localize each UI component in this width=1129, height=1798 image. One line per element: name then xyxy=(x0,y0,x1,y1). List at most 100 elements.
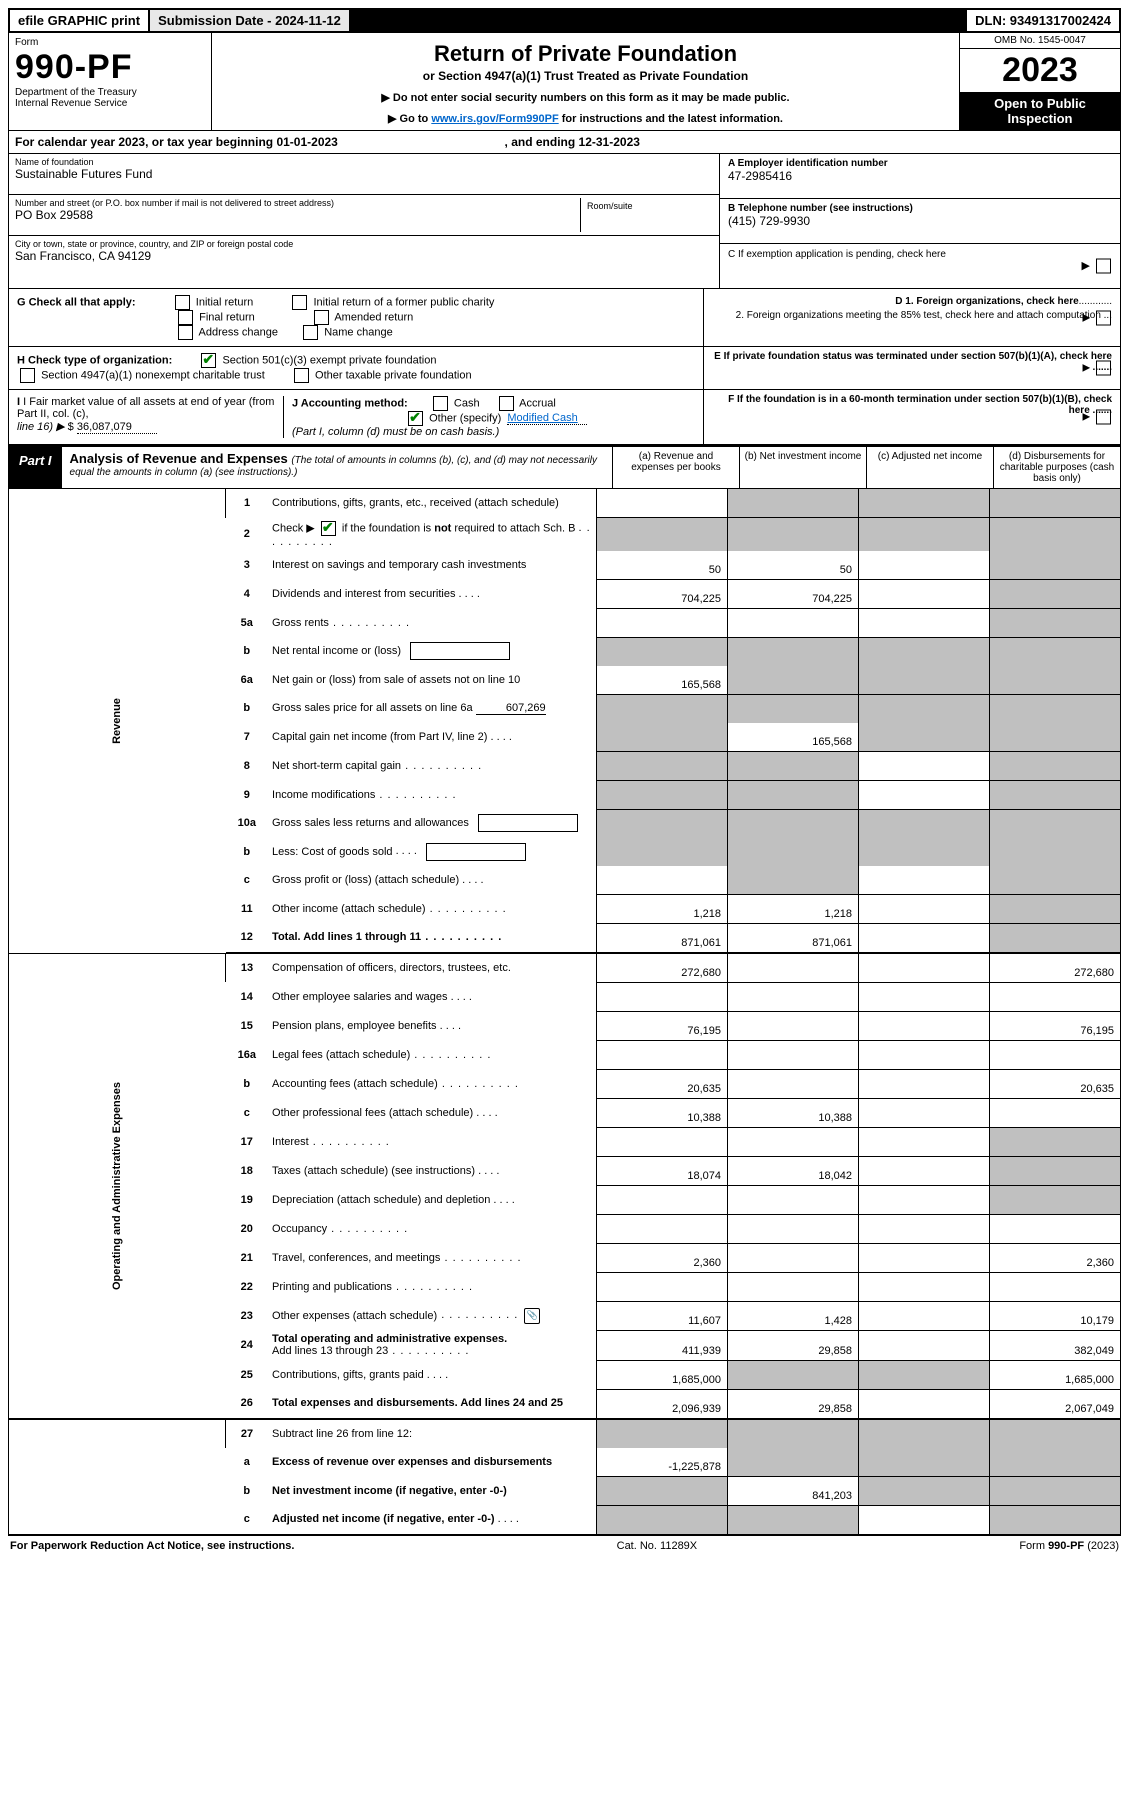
h-label: H Check type of organization: xyxy=(17,354,172,366)
footer-mid: Cat. No. 11289X xyxy=(617,1540,698,1552)
form-header: Form 990-PF Department of the Treasury I… xyxy=(8,33,1121,131)
d2-cb[interactable] xyxy=(1096,310,1111,325)
g-initialpub-cb[interactable] xyxy=(292,295,307,310)
r25d: 1,685,000 xyxy=(990,1360,1121,1389)
j-accrual-cb[interactable] xyxy=(499,396,514,411)
h-e-row: H Check type of organization: Section 50… xyxy=(8,347,1121,390)
attachment-icon[interactable]: 📎 xyxy=(524,1308,540,1324)
l5b-box[interactable] xyxy=(410,642,510,660)
note-goto-pre: ▶ Go to xyxy=(388,113,431,125)
h-other-cb[interactable] xyxy=(294,368,309,383)
foundation-city: San Francisco, CA 94129 xyxy=(15,249,713,263)
r13d: 272,680 xyxy=(990,954,1121,983)
r11a: 1,218 xyxy=(597,894,728,923)
side-revenue: Revenue xyxy=(111,617,123,825)
l27: Subtract line 26 from line 12: xyxy=(268,1419,596,1448)
l10b-box[interactable] xyxy=(426,843,526,861)
g-amended-cb[interactable] xyxy=(314,310,329,325)
l5a: Gross rents xyxy=(272,617,329,629)
r26a: 2,096,939 xyxy=(597,1389,728,1419)
form-title: Return of Private Foundation xyxy=(222,41,949,67)
foundation-name: Sustainable Futures Fund xyxy=(15,167,713,181)
j-cash-cb[interactable] xyxy=(433,396,448,411)
omb-no: OMB No. 1545-0047 xyxy=(960,33,1120,49)
j-other-cb[interactable] xyxy=(408,411,423,426)
form-number: 990-PF xyxy=(15,48,205,87)
r16bd: 20,635 xyxy=(990,1069,1121,1098)
identity-block: Name of foundation Sustainable Futures F… xyxy=(8,154,1121,289)
g-final-cb[interactable] xyxy=(178,310,193,325)
r21a: 2,360 xyxy=(597,1243,728,1272)
l23: Other expenses (attach schedule) xyxy=(272,1309,437,1321)
g-name: Name change xyxy=(324,326,393,338)
name-label: Name of foundation xyxy=(15,157,713,167)
i-dollar: $ xyxy=(68,421,74,433)
r16ca: 10,388 xyxy=(597,1098,728,1127)
l17: Interest xyxy=(272,1136,309,1148)
room-label: Room/suite xyxy=(587,201,707,211)
l7: Capital gain net income (from Part IV, l… xyxy=(272,731,487,743)
f-label: F If the foundation is in a 60-month ter… xyxy=(728,394,1112,416)
g-final: Final return xyxy=(199,311,255,323)
r21d: 2,360 xyxy=(990,1243,1121,1272)
r26b: 29,858 xyxy=(728,1389,859,1419)
form990pf-link[interactable]: www.irs.gov/Form990PF xyxy=(431,113,558,125)
l9: Income modifications xyxy=(272,789,375,801)
l27c: Adjusted net income (if negative, enter … xyxy=(272,1513,494,1525)
g-initial-cb[interactable] xyxy=(175,295,190,310)
tel-value: (415) 729-9930 xyxy=(728,214,1112,228)
h-c3-cb[interactable] xyxy=(201,353,216,368)
l27a: Excess of revenue over expenses and disb… xyxy=(268,1448,596,1477)
l27b: Net investment income (if negative, ente… xyxy=(272,1485,507,1497)
g-name-cb[interactable] xyxy=(303,325,318,340)
r23a: 11,607 xyxy=(597,1301,728,1330)
h-c3: Section 501(c)(3) exempt private foundat… xyxy=(222,354,436,366)
addr-label: Number and street (or P.O. box number if… xyxy=(15,198,580,208)
l1: Contributions, gifts, grants, etc., rece… xyxy=(268,489,596,518)
l6b: Gross sales price for all assets on line… xyxy=(272,702,473,714)
r26d: 2,067,049 xyxy=(990,1389,1121,1419)
l6b-val: 607,269 xyxy=(476,702,546,715)
g-label: G Check all that apply: xyxy=(17,296,136,308)
d2-label: 2. Foreign organizations meeting the 85%… xyxy=(736,310,1112,321)
g-initial: Initial return xyxy=(196,296,253,308)
l8: Net short-term capital gain xyxy=(272,760,401,772)
l10a-box[interactable] xyxy=(478,814,578,832)
l3: Interest on savings and temporary cash i… xyxy=(268,551,596,580)
r27aa: -1,225,878 xyxy=(597,1448,728,1477)
r25a: 1,685,000 xyxy=(597,1360,728,1389)
h-other: Other taxable private foundation xyxy=(315,369,472,381)
l16c: Other professional fees (attach schedule… xyxy=(272,1107,473,1119)
irs: Internal Revenue Service xyxy=(15,98,205,109)
l11: Other income (attach schedule) xyxy=(272,903,425,915)
efile-print[interactable]: efile GRAPHIC print xyxy=(10,10,150,31)
e-label: E If private foundation status was termi… xyxy=(714,351,1112,373)
e-cb[interactable] xyxy=(1096,361,1111,376)
submission-date: Submission Date - 2024-11-12 xyxy=(150,10,349,31)
l14: Other employee salaries and wages xyxy=(272,991,447,1003)
r6a: 165,568 xyxy=(597,666,728,695)
dln: DLN: 93491317002424 xyxy=(965,10,1119,31)
r3b: 50 xyxy=(728,551,859,580)
i-j-f-row: I I Fair market value of all assets at e… xyxy=(8,390,1121,445)
l26: Total expenses and disbursements. Add li… xyxy=(272,1397,563,1409)
l2-cb[interactable] xyxy=(321,521,336,536)
c-checkbox[interactable] xyxy=(1096,259,1111,274)
l16a: Legal fees (attach schedule) xyxy=(272,1049,410,1061)
r12a: 871,061 xyxy=(597,923,728,953)
j-cash: Cash xyxy=(454,397,480,409)
l19: Depreciation (attach schedule) and deple… xyxy=(272,1194,490,1206)
footer-left: For Paperwork Reduction Act Notice, see … xyxy=(10,1540,294,1552)
financial-table: Revenue 1 Contributions, gifts, grants, … xyxy=(8,489,1121,1535)
part1-tag: Part I xyxy=(9,447,62,488)
r18b: 18,042 xyxy=(728,1156,859,1185)
l20: Occupancy xyxy=(272,1223,327,1235)
note-ssn: ▶ Do not enter social security numbers o… xyxy=(222,91,949,104)
form-word: Form xyxy=(15,37,205,48)
j-other-val[interactable]: Modified Cash xyxy=(507,412,587,425)
g-addr-cb[interactable] xyxy=(178,325,193,340)
tax-year: 2023 xyxy=(960,49,1120,92)
f-cb[interactable] xyxy=(1096,410,1111,425)
r11b: 1,218 xyxy=(728,894,859,923)
h-trust-cb[interactable] xyxy=(20,368,35,383)
